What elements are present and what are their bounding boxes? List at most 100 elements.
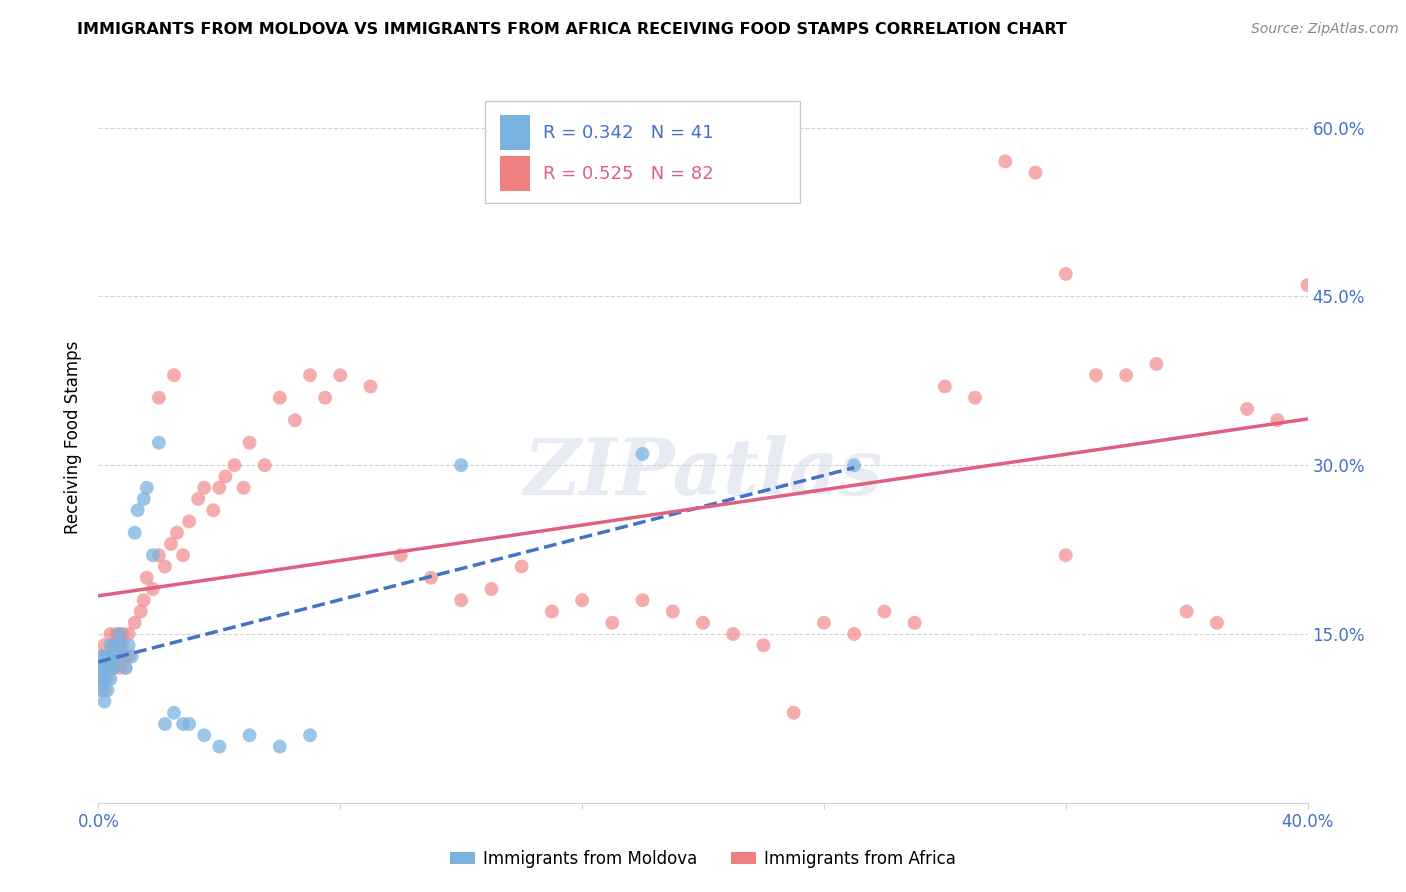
Point — [108, 638, 131, 652]
Point — [1296, 278, 1319, 293]
Point — [1115, 368, 1137, 383]
Point — [148, 548, 170, 562]
Point — [96, 683, 118, 698]
Point — [661, 605, 683, 619]
Point — [813, 615, 835, 630]
Text: R = 0.342   N = 41: R = 0.342 N = 41 — [543, 124, 714, 142]
Point — [93, 694, 115, 708]
Point — [723, 627, 745, 641]
Point — [232, 481, 254, 495]
Point — [934, 379, 956, 393]
Point — [148, 435, 170, 450]
Point — [783, 706, 806, 720]
Point — [1144, 357, 1167, 371]
Point — [269, 391, 291, 405]
Point — [1175, 605, 1198, 619]
FancyBboxPatch shape — [485, 101, 800, 203]
Point — [124, 615, 146, 630]
Point — [193, 728, 215, 742]
Point — [1024, 166, 1046, 180]
Point — [100, 649, 122, 664]
Point — [124, 525, 146, 540]
Point — [142, 548, 165, 562]
Point — [114, 661, 136, 675]
Point — [540, 605, 562, 619]
Point — [692, 615, 714, 630]
Point — [111, 638, 134, 652]
Point — [96, 661, 118, 675]
Point — [121, 649, 143, 664]
Point — [100, 627, 122, 641]
Point — [111, 627, 134, 641]
Point — [132, 491, 155, 506]
Point — [135, 481, 157, 495]
FancyBboxPatch shape — [501, 156, 530, 191]
Point — [93, 672, 115, 686]
Point — [111, 649, 134, 664]
Point — [96, 649, 118, 664]
Point — [299, 368, 322, 383]
Point — [103, 649, 125, 664]
Point — [129, 605, 152, 619]
Point — [873, 605, 896, 619]
Text: R = 0.525   N = 82: R = 0.525 N = 82 — [543, 165, 714, 183]
Point — [224, 458, 246, 473]
Point — [481, 582, 503, 596]
Point — [163, 706, 186, 720]
Point — [153, 559, 176, 574]
Point — [179, 717, 201, 731]
Point — [132, 593, 155, 607]
Point — [96, 661, 118, 675]
Point — [105, 649, 128, 664]
Point — [1267, 413, 1289, 427]
Point — [214, 469, 236, 483]
Point — [90, 672, 112, 686]
Point — [329, 368, 352, 383]
Point — [284, 413, 307, 427]
Text: IMMIGRANTS FROM MOLDOVA VS IMMIGRANTS FROM AFRICA RECEIVING FOOD STAMPS CORRELAT: IMMIGRANTS FROM MOLDOVA VS IMMIGRANTS FR… — [77, 22, 1067, 37]
Point — [239, 435, 262, 450]
Point — [844, 627, 866, 641]
Text: ZIPatlas: ZIPatlas — [523, 435, 883, 512]
Point — [100, 661, 122, 675]
Text: Source: ZipAtlas.com: Source: ZipAtlas.com — [1251, 22, 1399, 37]
Point — [571, 593, 593, 607]
Point — [153, 717, 176, 731]
Point — [1206, 615, 1229, 630]
Point — [118, 638, 141, 652]
Legend: Immigrants from Moldova, Immigrants from Africa: Immigrants from Moldova, Immigrants from… — [443, 844, 963, 875]
Point — [90, 683, 112, 698]
FancyBboxPatch shape — [501, 115, 530, 151]
Point — [90, 661, 112, 675]
Point — [96, 649, 118, 664]
Point — [103, 649, 125, 664]
Point — [93, 638, 115, 652]
Point — [269, 739, 291, 754]
Point — [994, 154, 1017, 169]
Point — [90, 672, 112, 686]
Point — [105, 649, 128, 664]
Point — [160, 537, 183, 551]
Point — [179, 515, 201, 529]
Point — [965, 391, 987, 405]
Point — [187, 491, 209, 506]
Point — [100, 661, 122, 675]
Point — [253, 458, 276, 473]
Point — [135, 571, 157, 585]
Point — [127, 503, 149, 517]
Point — [314, 391, 336, 405]
Point — [142, 582, 165, 596]
Point — [93, 661, 115, 675]
Point — [193, 481, 215, 495]
Point — [93, 661, 115, 675]
Point — [631, 593, 654, 607]
Point — [450, 593, 472, 607]
Point — [93, 683, 115, 698]
Point — [844, 458, 866, 473]
Point — [163, 368, 186, 383]
Point — [1054, 548, 1077, 562]
Point — [239, 728, 262, 742]
Point — [389, 548, 412, 562]
Point — [752, 638, 775, 652]
Point — [90, 649, 112, 664]
